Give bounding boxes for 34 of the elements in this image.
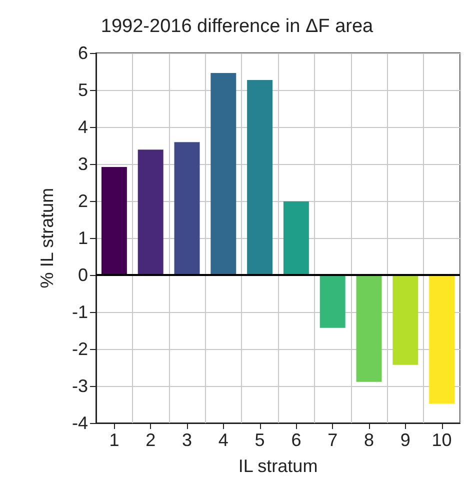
y-tick-label: 5 — [78, 80, 88, 100]
bar — [210, 72, 236, 275]
bar — [174, 142, 200, 275]
y-tick-label: 2 — [78, 191, 88, 211]
bar — [247, 80, 273, 275]
y-tick-label: 1 — [78, 228, 88, 248]
bar — [320, 275, 346, 328]
y-tick-label: -2 — [72, 339, 88, 359]
x-tick-label: 8 — [364, 430, 374, 450]
y-tick-label: -4 — [72, 413, 88, 433]
x-tick-label: 5 — [254, 430, 265, 450]
x-tick-label: 6 — [291, 430, 302, 450]
y-axis-title: % IL stratum — [37, 188, 57, 288]
bar — [356, 275, 382, 382]
x-tick-label: 10 — [432, 430, 452, 450]
x-tick-label: 3 — [182, 430, 192, 450]
x-axis-title: IL stratum — [238, 456, 318, 476]
y-tick-label: 0 — [78, 265, 88, 285]
y-tick-label: -3 — [72, 376, 88, 396]
y-tick-label: 6 — [78, 43, 88, 63]
bar — [101, 166, 127, 275]
bar — [392, 275, 418, 365]
x-tick-label: 7 — [328, 430, 338, 450]
x-tick-label: 4 — [218, 430, 228, 450]
bar — [429, 275, 455, 404]
y-tick-label: -1 — [72, 302, 88, 322]
y-tick-label: 4 — [78, 117, 88, 137]
bar — [283, 201, 309, 275]
x-tick-label: 2 — [146, 430, 156, 450]
x-tick-label: 1 — [109, 430, 120, 450]
chart-title: 1992-2016 difference in ΔF area — [100, 16, 374, 37]
bar — [138, 150, 164, 275]
x-tick-label: 9 — [400, 430, 410, 450]
y-tick-label: 3 — [78, 154, 88, 174]
